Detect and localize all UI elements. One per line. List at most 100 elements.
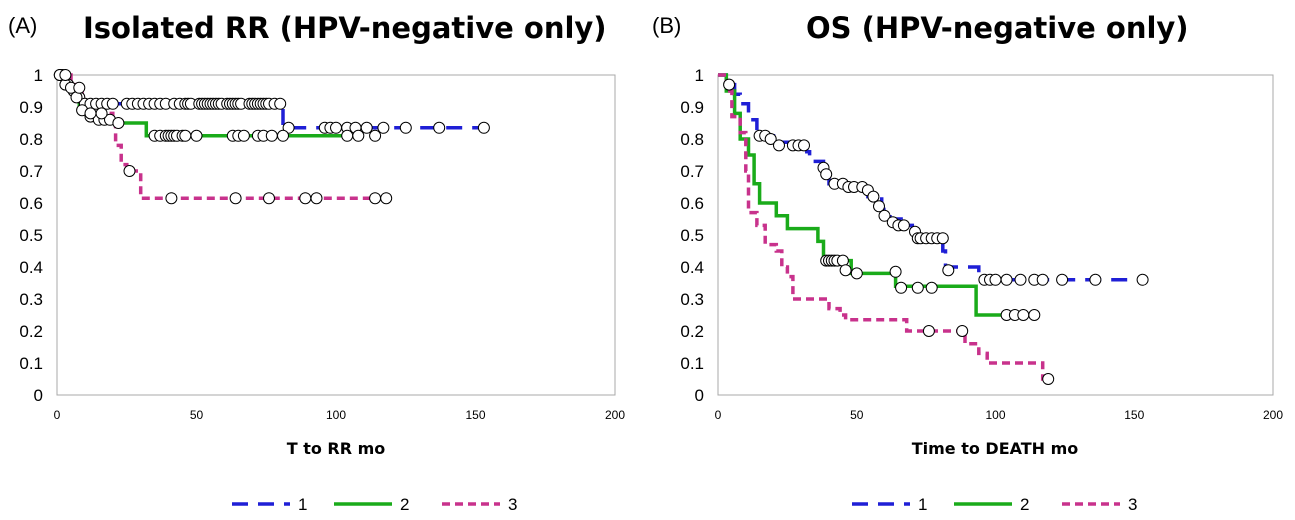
y-tick-label: 0.2 bbox=[680, 322, 704, 341]
panel-b-plot-area bbox=[717, 74, 1274, 396]
series-2-censor-mark bbox=[911, 281, 924, 294]
series-1-censor-mark bbox=[1000, 273, 1013, 286]
y-tick-label: 0.5 bbox=[19, 226, 43, 245]
series-3-censor-mark bbox=[229, 192, 242, 205]
series-1-censor-mark bbox=[1089, 273, 1102, 286]
series-1-censor-mark bbox=[477, 121, 490, 134]
panel-a-x-axis-label: T to RR mo bbox=[287, 439, 386, 458]
panel-a-axes: 0 0.1 0.2 0.3 0.4 0.5 0.6 0.7 0.8 0.9 1 0 50 100 150 20… bbox=[19, 66, 625, 422]
series-1-censor-mark bbox=[764, 133, 777, 145]
series-1-censor-mark bbox=[1036, 273, 1049, 286]
y-tick-label: 0.5 bbox=[680, 226, 704, 245]
series-2-censor-mark bbox=[369, 129, 382, 142]
x-tick-label: 150 bbox=[1124, 408, 1144, 422]
series-2-censor-mark bbox=[341, 129, 354, 142]
series-2-censor-mark bbox=[895, 281, 908, 294]
x-tick-label: 0 bbox=[54, 408, 61, 422]
y-tick-label: 0.7 bbox=[19, 162, 43, 181]
series-1-censor-mark bbox=[1014, 273, 1027, 286]
series-3-censor-mark bbox=[84, 107, 97, 120]
x-tick-label: 50 bbox=[190, 408, 204, 422]
series-3-censor-mark bbox=[299, 192, 312, 205]
series-3-censor-mark bbox=[73, 81, 86, 94]
panel-b-letter: (B) bbox=[652, 13, 681, 38]
panel-b-legend: 1 2 3 bbox=[852, 495, 1137, 514]
x-tick-label: 200 bbox=[605, 408, 625, 422]
series-1-censor-mark bbox=[942, 264, 955, 277]
series-3-censor-mark bbox=[59, 69, 72, 81]
series-1-censor-mark bbox=[330, 121, 342, 134]
series-1-censor-mark bbox=[820, 168, 833, 181]
series-3-censor-mark bbox=[956, 325, 969, 337]
series-3-censor-mark bbox=[380, 192, 393, 205]
series-1-censor-mark bbox=[897, 219, 910, 232]
series-2-censor-mark bbox=[925, 281, 938, 294]
y-tick-label: 0.9 bbox=[680, 98, 704, 117]
series-1-censor-mark bbox=[873, 200, 885, 213]
y-tick-label: 0.6 bbox=[19, 194, 43, 213]
series-3-censor-mark bbox=[369, 192, 382, 205]
panel-a: (A) Isolated RR (HPV-negative only) 0 0.1… bbox=[8, 11, 625, 514]
series-2-censor-mark bbox=[190, 129, 203, 142]
y-tick-label: 0.8 bbox=[19, 130, 43, 149]
series-1-censor-mark bbox=[1136, 273, 1149, 286]
x-tick-label: 100 bbox=[985, 408, 1005, 422]
series-3-curve bbox=[718, 73, 1046, 381]
y-tick-label: 0.1 bbox=[680, 354, 704, 373]
legend-label-3: 3 bbox=[508, 495, 517, 514]
series-1-censor-mark bbox=[936, 232, 949, 245]
x-tick-label: 150 bbox=[465, 408, 485, 422]
series-2-censor-mark bbox=[850, 267, 863, 280]
series-2-censor-mark bbox=[237, 129, 250, 142]
series-1-curve bbox=[718, 73, 1146, 282]
series-2-censor-mark bbox=[277, 129, 289, 142]
series-1-censor-mark bbox=[1056, 273, 1069, 286]
series-3-censor-mark bbox=[922, 325, 935, 337]
panel-a-plot-area bbox=[56, 74, 616, 396]
y-tick-label: 0.8 bbox=[680, 130, 704, 149]
y-tick-label: 0.4 bbox=[680, 258, 704, 277]
series-2-censor-mark bbox=[265, 129, 278, 142]
y-tick-label: 0.3 bbox=[19, 290, 43, 309]
y-tick-label: 0 bbox=[695, 386, 704, 405]
series-3-censor-mark bbox=[165, 192, 178, 205]
y-tick-label: 0.6 bbox=[680, 194, 704, 213]
y-tick-label: 0.1 bbox=[19, 354, 43, 373]
series-2-censor-mark bbox=[1017, 309, 1030, 321]
y-tick-label: 0.3 bbox=[680, 290, 704, 309]
y-tick-label: 1 bbox=[34, 66, 43, 85]
panel-a-legend: 1 2 3 bbox=[232, 495, 517, 514]
series-2-curve bbox=[718, 73, 1021, 317]
y-tick-label: 0.7 bbox=[680, 162, 704, 181]
series-1-censor-mark bbox=[878, 209, 891, 222]
series-3-censor-mark bbox=[263, 192, 275, 205]
series-1-censor-mark bbox=[798, 139, 810, 152]
series-1-censor-mark bbox=[867, 190, 880, 203]
series-2-censor-mark bbox=[1028, 309, 1041, 321]
y-tick-label: 0.9 bbox=[19, 98, 43, 117]
series-3-censor-mark bbox=[95, 107, 108, 120]
series-1-censor-mark bbox=[360, 121, 373, 134]
series-1-censor-mark bbox=[989, 273, 1002, 286]
panel-a-title: Isolated RR (HPV-negative only) bbox=[83, 11, 607, 45]
series-2-censor-mark bbox=[112, 117, 125, 129]
panel-b: (B) OS (HPV-negative only) 0 0.1 0.2 0.3 0.4… bbox=[652, 11, 1283, 514]
y-tick-label: 0 bbox=[34, 386, 43, 405]
x-tick-label: 0 bbox=[715, 408, 722, 422]
legend-label-2: 2 bbox=[400, 495, 409, 514]
series-3-censor-mark bbox=[310, 192, 323, 205]
x-tick-label: 200 bbox=[1263, 408, 1283, 422]
legend-label-1: 1 bbox=[298, 495, 307, 514]
series-1-censor-mark bbox=[377, 121, 390, 134]
series-1-censor-mark bbox=[773, 139, 785, 152]
panel-b-x-axis-label: Time to DEATH mo bbox=[912, 439, 1079, 458]
series-3-censor-mark bbox=[123, 165, 136, 177]
series-2-censor-mark bbox=[352, 129, 365, 142]
x-tick-label: 100 bbox=[326, 408, 346, 422]
series-3-censor-mark bbox=[1042, 373, 1055, 385]
series-2-censor-mark bbox=[839, 264, 852, 277]
panel-b-series bbox=[718, 73, 1149, 385]
x-tick-label: 50 bbox=[850, 408, 864, 422]
y-tick-label: 0.4 bbox=[19, 258, 43, 277]
